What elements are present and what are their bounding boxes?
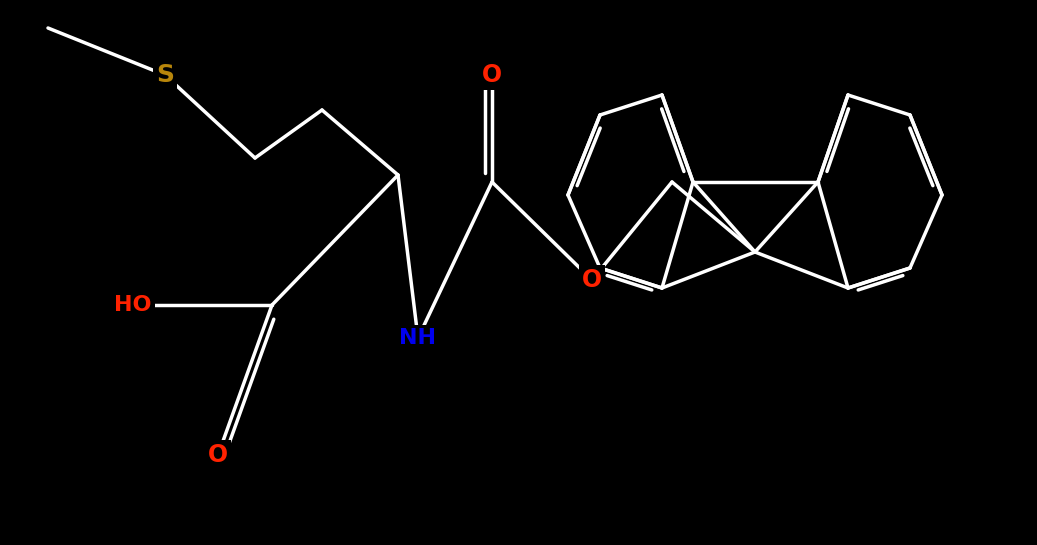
Text: O: O — [582, 268, 602, 292]
Text: NH: NH — [399, 328, 437, 348]
Text: HO: HO — [114, 295, 152, 315]
Text: S: S — [156, 63, 174, 87]
Text: O: O — [482, 63, 502, 87]
Text: O: O — [208, 443, 228, 467]
